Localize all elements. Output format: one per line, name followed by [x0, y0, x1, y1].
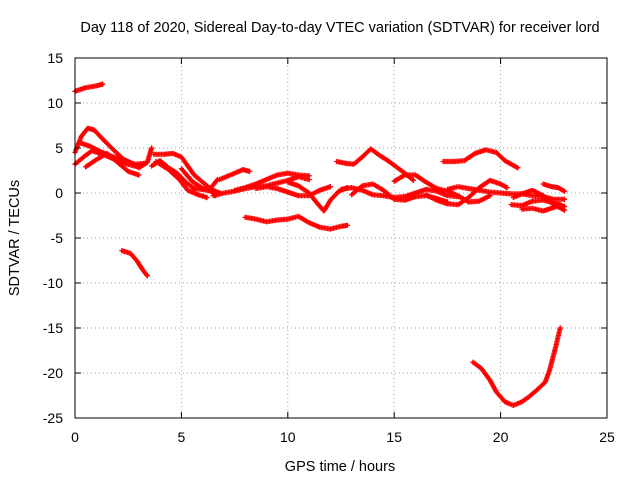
y-axis-label: SDTVAR / TECUs	[7, 180, 23, 296]
series-track-o	[242, 213, 350, 232]
data-point	[136, 172, 142, 178]
series-track-i	[178, 166, 221, 192]
series-track-n	[285, 179, 350, 214]
data-point	[561, 188, 568, 194]
y-tick-label: -5	[51, 230, 64, 246]
data-point	[561, 207, 568, 213]
data-point	[100, 81, 106, 87]
data-layer	[72, 81, 568, 408]
series-track-a	[72, 81, 106, 94]
data-point	[144, 273, 150, 279]
x-tick-label: 0	[71, 429, 79, 445]
data-point	[557, 202, 563, 208]
series-track-z	[540, 181, 568, 194]
y-tick-label: 15	[47, 50, 63, 66]
data-point	[143, 272, 150, 278]
chart-title: Day 118 of 2020, Sidereal Day-to-day VTE…	[80, 20, 599, 36]
data-point	[561, 196, 568, 202]
series-track-h	[153, 158, 210, 201]
data-point	[504, 185, 510, 191]
ticks-layer: 0 5 10 15 20 25 -25 -20 -15 -10 -5 0 5 10 15	[43, 50, 615, 445]
x-tick-label: 20	[493, 429, 509, 445]
series-track-y	[519, 202, 563, 214]
x-tick-label: 10	[280, 429, 296, 445]
series-track-u	[440, 147, 521, 171]
x-tick-label: 5	[178, 429, 186, 445]
x-tick-label: 25	[599, 429, 615, 445]
y-tick-label: -15	[43, 320, 63, 336]
series-track-e	[83, 150, 142, 178]
data-point	[410, 177, 416, 183]
y-tick-label: -25	[43, 410, 63, 426]
series-track-x	[510, 187, 568, 213]
data-point	[246, 168, 253, 174]
y-tick-label: 10	[47, 95, 63, 111]
data-point	[204, 194, 210, 201]
series-track-isolated-low	[119, 248, 150, 279]
y-tick-label: 5	[55, 140, 63, 156]
data-point	[557, 325, 563, 331]
data-point	[344, 222, 350, 228]
series-track-k	[217, 167, 253, 183]
y-tick-label: -10	[43, 275, 63, 291]
series-track-m	[253, 184, 333, 199]
y-tick-label: 0	[55, 185, 63, 201]
data-point	[515, 165, 521, 171]
x-axis-label: GPS time / hours	[285, 459, 395, 475]
grid-layer	[75, 58, 607, 418]
series-track-deep-trough	[470, 325, 563, 408]
y-tick-label: -20	[43, 365, 63, 381]
data-point	[327, 184, 333, 190]
data-point	[306, 173, 312, 179]
series-track-l	[232, 170, 312, 193]
x-tick-label: 15	[386, 429, 402, 445]
series-track-t	[423, 177, 510, 208]
data-point	[149, 145, 155, 151]
